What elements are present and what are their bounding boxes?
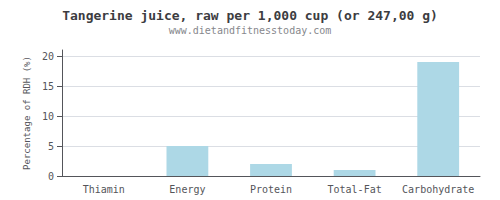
svg-text:Carbohydrate: Carbohydrate xyxy=(402,184,474,195)
svg-text:Total-Fat: Total-Fat xyxy=(328,184,382,195)
svg-text:20: 20 xyxy=(42,51,54,62)
svg-text:Percentage of RDH (%): Percentage of RDH (%) xyxy=(22,56,32,170)
svg-text:10: 10 xyxy=(42,111,54,122)
svg-text:Tangerine juice, raw per 1,000: Tangerine juice, raw per 1,000 cup (or 2… xyxy=(62,8,438,23)
svg-text:Thiamin: Thiamin xyxy=(83,184,125,195)
svg-text:www.dietandfitnesstoday.com: www.dietandfitnesstoday.com xyxy=(169,25,332,36)
svg-text:0: 0 xyxy=(48,171,54,182)
svg-text:Energy: Energy xyxy=(169,184,205,195)
svg-text:15: 15 xyxy=(42,81,54,92)
svg-text:Protein: Protein xyxy=(250,184,292,195)
svg-text:5: 5 xyxy=(48,141,54,152)
